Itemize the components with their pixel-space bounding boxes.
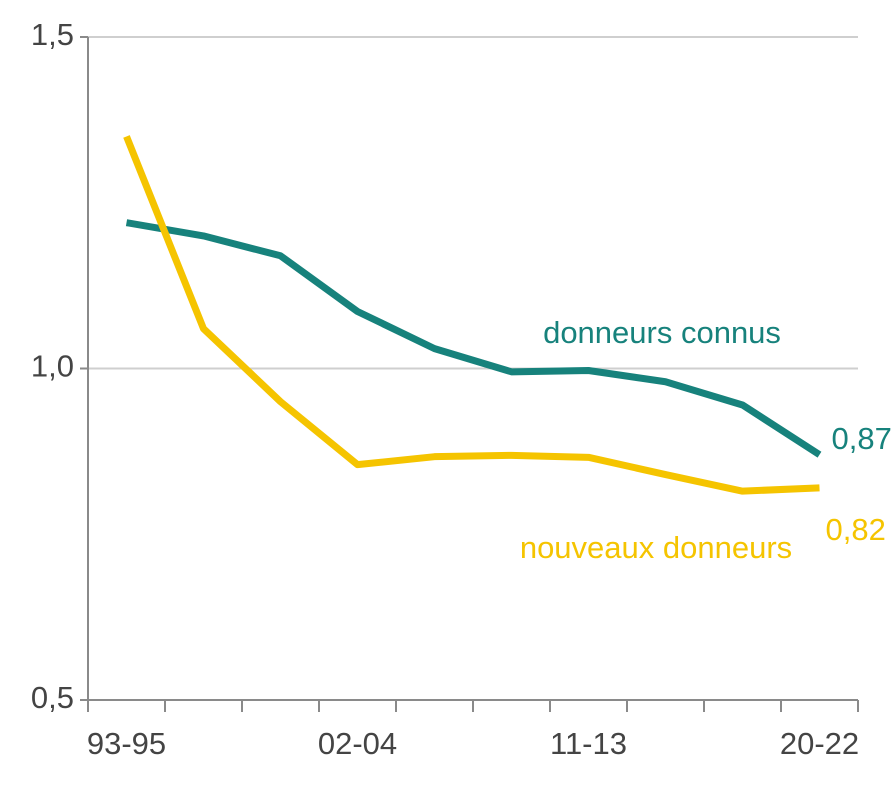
y-tick-label: 1,0 [31, 349, 74, 384]
value-label: 0,87 [832, 421, 892, 456]
series-label: donneurs connus [543, 315, 781, 350]
y-tick-label: 1,5 [31, 17, 74, 52]
y-tick-label: 0,5 [31, 680, 74, 715]
series-line [125, 219, 822, 458]
series-line [123, 135, 820, 495]
series-label: nouveaux donneurs [520, 530, 792, 565]
x-tick-label: 11-13 [550, 726, 627, 761]
x-tick-label: 02-04 [318, 726, 397, 761]
x-tick-label: 93-95 [87, 726, 166, 761]
x-tick-label: 20-22 [780, 726, 859, 761]
value-label: 0,82 [826, 512, 886, 547]
